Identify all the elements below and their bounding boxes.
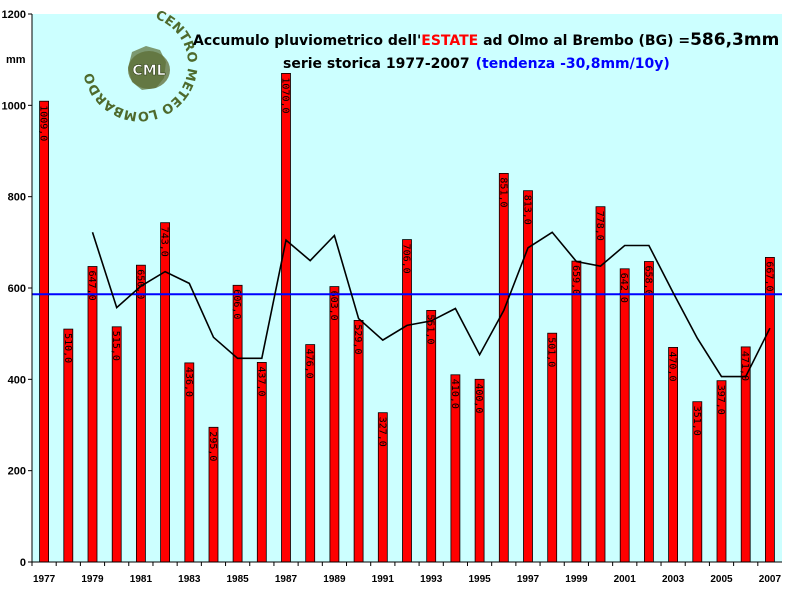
y-tick-label-800: 800 (8, 192, 26, 204)
bar-label-2007: 667,0 (763, 261, 774, 291)
bar-label-2005: 397,0 (715, 385, 726, 415)
bar-label-1991: 327,0 (376, 417, 387, 447)
x-tick-label-1983: 1983 (178, 574, 201, 585)
bar-label-1995: 400,0 (473, 383, 484, 413)
x-tick-label-1977: 1977 (33, 574, 56, 585)
x-tick-label-2001: 2001 (614, 574, 637, 585)
bar-label-2006: 471,0 (739, 351, 750, 381)
bar-label-1989: 603,0 (328, 291, 339, 321)
x-tick-label-2003: 2003 (662, 574, 685, 585)
bar-label-2002: 658,0 (642, 266, 653, 296)
bar-1996 (498, 172, 509, 563)
x-tick-label-1985: 1985 (226, 574, 249, 585)
y-tick-label-1200: 1200 (2, 9, 26, 21)
chart-subtitle: serie storica 1977-2007 (tendenza -30,8mm… (283, 56, 670, 72)
logo-initials: CML (132, 63, 165, 79)
y-tick-label-1000: 1000 (2, 100, 26, 112)
bar-label-1981: 650,0 (134, 269, 145, 299)
y-axis-label: mm (6, 54, 26, 66)
bar-label-1985: 606,0 (231, 289, 242, 319)
y-tick-label-200: 200 (8, 466, 26, 478)
bar-label-1978: 510,0 (62, 333, 73, 363)
x-tick-label-1999: 1999 (565, 574, 588, 585)
bar-label-2000: 778,0 (594, 211, 605, 241)
logo-region-map-icon (128, 46, 166, 90)
bar-1979 (87, 266, 98, 563)
bar-1978 (63, 328, 74, 563)
bar-label-1990: 529,0 (352, 324, 363, 354)
bar-2001 (619, 268, 630, 563)
y-tick-label-400: 400 (8, 374, 26, 386)
bar-1998 (547, 332, 558, 563)
x-tick-label-1995: 1995 (468, 574, 491, 585)
bar-label-1983: 436,0 (183, 367, 194, 397)
bar-label-2001: 642,0 (618, 273, 629, 303)
x-tick-label-1993: 1993 (420, 574, 443, 585)
bar-label-1979: 647,0 (86, 271, 97, 301)
bar-label-1997: 813,0 (522, 195, 533, 225)
bar-label-1987: 1070,0 (280, 77, 291, 113)
moving-average-line (91, 231, 771, 378)
subtitle-trend: (tendenza -30,8mm/10y) (476, 56, 670, 72)
title-location: ad Olmo al Brembo (BG) = (478, 33, 690, 49)
subtitle-series: serie storica 1977-2007 (283, 56, 470, 72)
title-prefix: Accumulo pluviometrico dell' (193, 33, 421, 49)
bar-label-1977: 1009,0 (38, 105, 49, 141)
bar-labels-layer: 1009,0 510,0 647,0 515,0 650,0 743,0 436,0 295,… (38, 77, 775, 461)
bar-2007 (765, 256, 775, 563)
bar-1993 (426, 309, 437, 563)
bar-2002 (644, 261, 654, 563)
title-total: 586,3mm (690, 30, 779, 50)
x-tick-label-2005: 2005 (710, 574, 733, 585)
bar-1992 (402, 239, 412, 563)
bar-label-2003: 470,0 (667, 351, 678, 381)
bar-label-1998: 501,0 (546, 337, 557, 367)
bar-2000 (595, 206, 606, 563)
bar-label-1988: 476,0 (304, 349, 315, 379)
chart-title: Accumulo pluviometrico dell'ESTATE ad Ol… (193, 30, 779, 50)
y-ticks-layer: 0 200 400 600 800 1000 1200 (2, 9, 32, 569)
bar-label-2004: 351,0 (691, 406, 702, 436)
title-season: ESTATE (421, 33, 478, 49)
bar-label-1994: 410,0 (449, 379, 460, 409)
bar-1981 (135, 264, 146, 563)
x-ticks-layer: 1977 1979 1981 1983 1985 1987 1989 1991 1993 1995… (31, 562, 782, 585)
bar-label-1984: 295,0 (207, 431, 218, 461)
x-tick-label-1989: 1989 (323, 574, 346, 585)
bar-1990 (353, 319, 364, 563)
bar-1999 (571, 260, 582, 563)
x-tick-label-2007: 2007 (759, 574, 782, 585)
x-tick-label-1997: 1997 (517, 574, 540, 585)
y-tick-label-600: 600 (8, 283, 26, 295)
y-tick-label-0: 0 (20, 557, 26, 569)
bar-1977 (39, 100, 49, 563)
bar-label-1986: 437,0 (255, 366, 266, 396)
x-tick-label-1981: 1981 (130, 574, 153, 585)
bar-label-1993: 551,0 (425, 314, 436, 344)
lines-layer (32, 231, 782, 378)
bar-label-1996: 851,0 (497, 177, 508, 207)
x-tick-label-1979: 1979 (81, 574, 104, 585)
bar-label-1982: 743,0 (159, 227, 170, 257)
bar-1980 (111, 326, 122, 563)
bar-1985 (232, 284, 243, 563)
x-tick-label-1987: 1987 (275, 574, 298, 585)
bar-label-1980: 515,0 (110, 331, 121, 361)
x-tick-label-1991: 1991 (372, 574, 395, 585)
bar-1989 (329, 286, 340, 563)
bar-label-1992: 706,0 (401, 244, 412, 274)
bar-label-1999: 659,0 (570, 265, 581, 295)
bar-1987 (281, 73, 291, 563)
